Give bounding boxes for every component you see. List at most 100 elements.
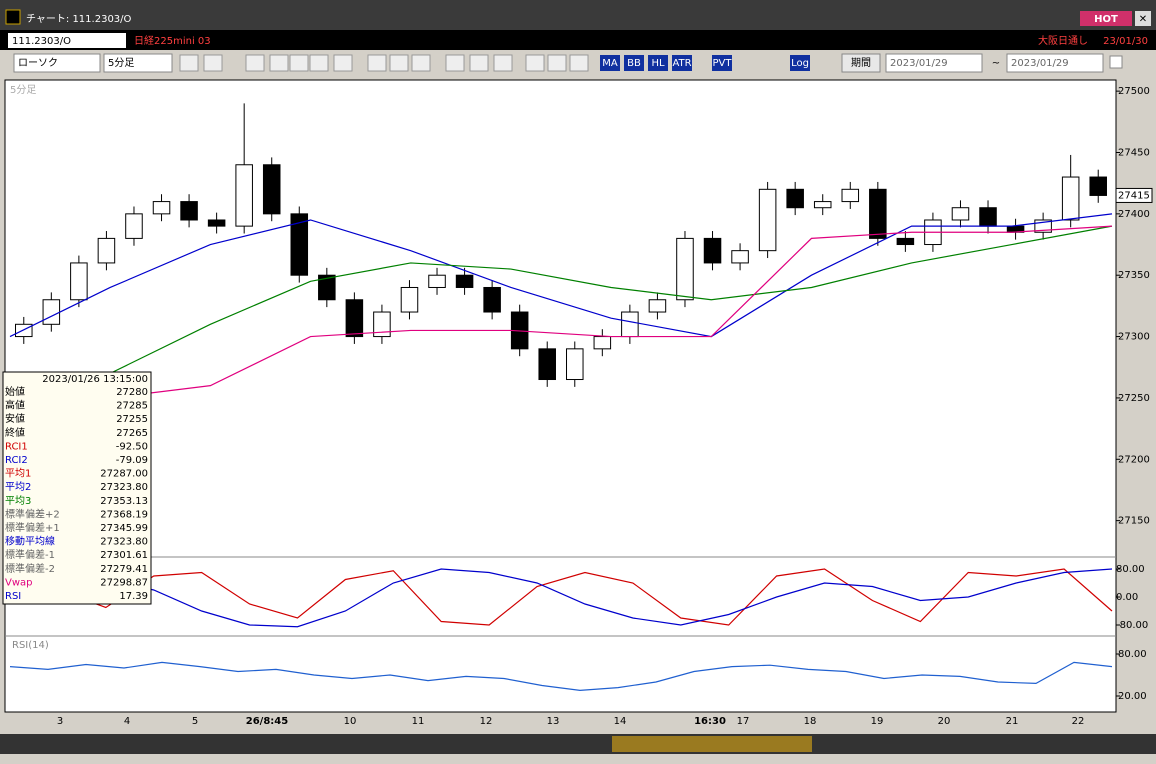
rsi-label: RSI(14) <box>12 640 49 651</box>
tool-button[interactable] <box>648 55 668 71</box>
info-value: 27368.19 <box>100 509 148 520</box>
market: 大阪日通し <box>1038 34 1088 47</box>
info-value: 27345.99 <box>100 523 148 534</box>
scroll-thumb[interactable] <box>612 736 812 752</box>
y-tick-label: 80.00 <box>1116 564 1145 575</box>
candle-body <box>180 201 198 221</box>
candle-body <box>676 237 694 301</box>
tool-icon <box>367 54 387 72</box>
checkbox[interactable] <box>1109 55 1123 69</box>
tool-button[interactable] <box>712 55 732 71</box>
info-datetime: 2023/01/26 13:15:00 <box>42 374 148 385</box>
tool-button[interactable] <box>624 55 644 71</box>
tool-button[interactable] <box>790 55 810 71</box>
y-tick-label: -80.00 <box>1116 620 1148 631</box>
info-label: 安値 <box>5 412 25 425</box>
info-label: RCI2 <box>5 455 28 466</box>
symbol-box[interactable] <box>8 33 126 48</box>
candle-body <box>345 299 364 338</box>
tool-label: MA <box>602 58 618 69</box>
info-label: 始値 <box>5 385 25 398</box>
info-value: 27285 <box>116 401 148 412</box>
candle-body <box>869 188 887 239</box>
info-value: 27298.87 <box>100 577 148 588</box>
tool-icon <box>445 54 465 72</box>
charts: 27500 27450 27400 27350 27300 27250 27200 27150… <box>9 86 1153 727</box>
tool-button[interactable] <box>600 55 620 71</box>
symbol: 111.2303/O <box>12 36 71 47</box>
interval: 5分足 <box>108 57 134 69</box>
candle-body <box>70 262 88 301</box>
candle-body <box>235 164 253 227</box>
candle-body <box>428 274 446 288</box>
rci-line <box>9 568 1113 628</box>
tool-icon <box>569 54 589 72</box>
info-label: 移動平均線 <box>5 535 55 548</box>
y-tick-label: 27400 <box>1118 209 1150 220</box>
x-tick-label: 19 <box>871 716 884 727</box>
candle-body <box>813 201 832 209</box>
window-title: チャート: 111.2303/O <box>26 13 132 25</box>
candle-body <box>125 213 143 239</box>
tool-button[interactable] <box>672 55 692 71</box>
style-select[interactable] <box>13 53 101 73</box>
date-to: 2023/01/29 <box>1011 58 1069 69</box>
info-value: -79.09 <box>116 455 148 466</box>
interval-select[interactable] <box>103 53 173 73</box>
tool-label: HL <box>651 58 665 69</box>
candle-body <box>758 188 777 252</box>
tool-icon <box>547 54 567 72</box>
candle-body <box>152 201 171 215</box>
market-date: 23/01/30 <box>1103 36 1148 47</box>
date-from-box[interactable] <box>885 53 983 73</box>
x-tick-label: 3 <box>57 716 63 727</box>
tool-icon <box>179 54 199 72</box>
tool-icon <box>289 54 309 72</box>
y-tick-label: 0.00 <box>1116 592 1138 603</box>
y-tick-label: 27150 <box>1118 516 1150 527</box>
candle-body <box>262 164 281 215</box>
toolbar: MA BB HL ATR PVT Log <box>179 54 810 72</box>
info-value: 27265 <box>116 428 148 439</box>
info-label: RCI1 <box>5 441 28 452</box>
info-value: 27279.41 <box>100 564 148 575</box>
x-tick-label: 10 <box>344 716 357 727</box>
y-tick-label: 20.00 <box>1118 691 1147 702</box>
candle-body <box>538 348 556 381</box>
tool-icon <box>525 54 545 72</box>
tool-label: BB <box>627 58 641 69</box>
date-to-box[interactable] <box>1006 53 1104 73</box>
x-tick-label: 5 <box>192 716 198 727</box>
x-tick-label: 21 <box>1006 716 1019 727</box>
hot-button[interactable] <box>1080 11 1132 26</box>
tool-label: PVT <box>713 58 733 69</box>
info-label: 標準偏差-2 <box>5 562 55 575</box>
candle-body <box>786 188 804 209</box>
tool-icon <box>469 54 489 72</box>
info-label: 平均1 <box>5 468 31 480</box>
candle-body <box>841 188 860 203</box>
info-value: 27280 <box>116 387 148 398</box>
tool-icon <box>245 54 265 72</box>
y-tick-label: 27200 <box>1118 454 1150 465</box>
candle-body <box>593 336 612 350</box>
tilde: ~ <box>992 58 1000 69</box>
candle-body <box>621 311 639 338</box>
x-tick-label: 22 <box>1072 716 1085 727</box>
app-icon <box>5 9 21 25</box>
close-button[interactable] <box>1135 11 1151 26</box>
close-icon: ✕ <box>1139 14 1147 25</box>
chart-style: ローソク <box>18 57 58 69</box>
candle-body <box>951 207 970 221</box>
candle-body <box>373 311 391 338</box>
info-label: 高値 <box>5 399 25 412</box>
y-tick-label: 27350 <box>1118 270 1150 281</box>
x-tick-label: 4 <box>124 716 130 727</box>
y-tick-label: 80.00 <box>1118 649 1147 660</box>
x-tick-label: 14 <box>614 716 627 727</box>
candle-body <box>1061 176 1080 221</box>
plot-area <box>4 79 1117 713</box>
period-button[interactable] <box>841 53 881 73</box>
tool-label: Log <box>791 58 809 69</box>
